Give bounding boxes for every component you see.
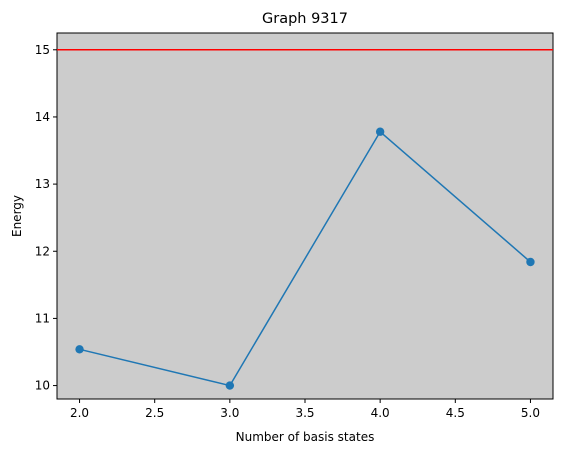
- y-tick-label: 12: [35, 244, 50, 258]
- x-axis-label: Number of basis states: [236, 430, 375, 444]
- data-point: [226, 381, 234, 389]
- y-tick-label: 15: [35, 43, 50, 57]
- x-tick-label: 3.0: [220, 406, 239, 420]
- plot-area: [57, 33, 553, 399]
- data-point: [376, 128, 384, 136]
- y-tick-label: 11: [35, 311, 50, 325]
- x-tick-label: 4.5: [446, 406, 465, 420]
- chart-title: Graph 9317: [262, 11, 348, 27]
- data-point: [75, 345, 83, 353]
- x-tick-label: 2.5: [145, 406, 164, 420]
- x-tick-label: 5.0: [521, 406, 540, 420]
- x-tick-label: 2.0: [70, 406, 89, 420]
- data-point: [526, 258, 534, 266]
- x-tick-label: 3.5: [295, 406, 314, 420]
- y-tick-label: 13: [35, 177, 50, 191]
- x-tick-label: 4.0: [371, 406, 390, 420]
- y-axis-label: Energy: [10, 195, 24, 237]
- x-axis: 2.0 2.5 3.0 3.5 4.0 4.5 5.0: [70, 399, 540, 420]
- y-tick-label: 14: [35, 110, 50, 124]
- y-axis: 10 11 12 13 14 15: [35, 43, 57, 393]
- y-tick-label: 10: [35, 379, 50, 393]
